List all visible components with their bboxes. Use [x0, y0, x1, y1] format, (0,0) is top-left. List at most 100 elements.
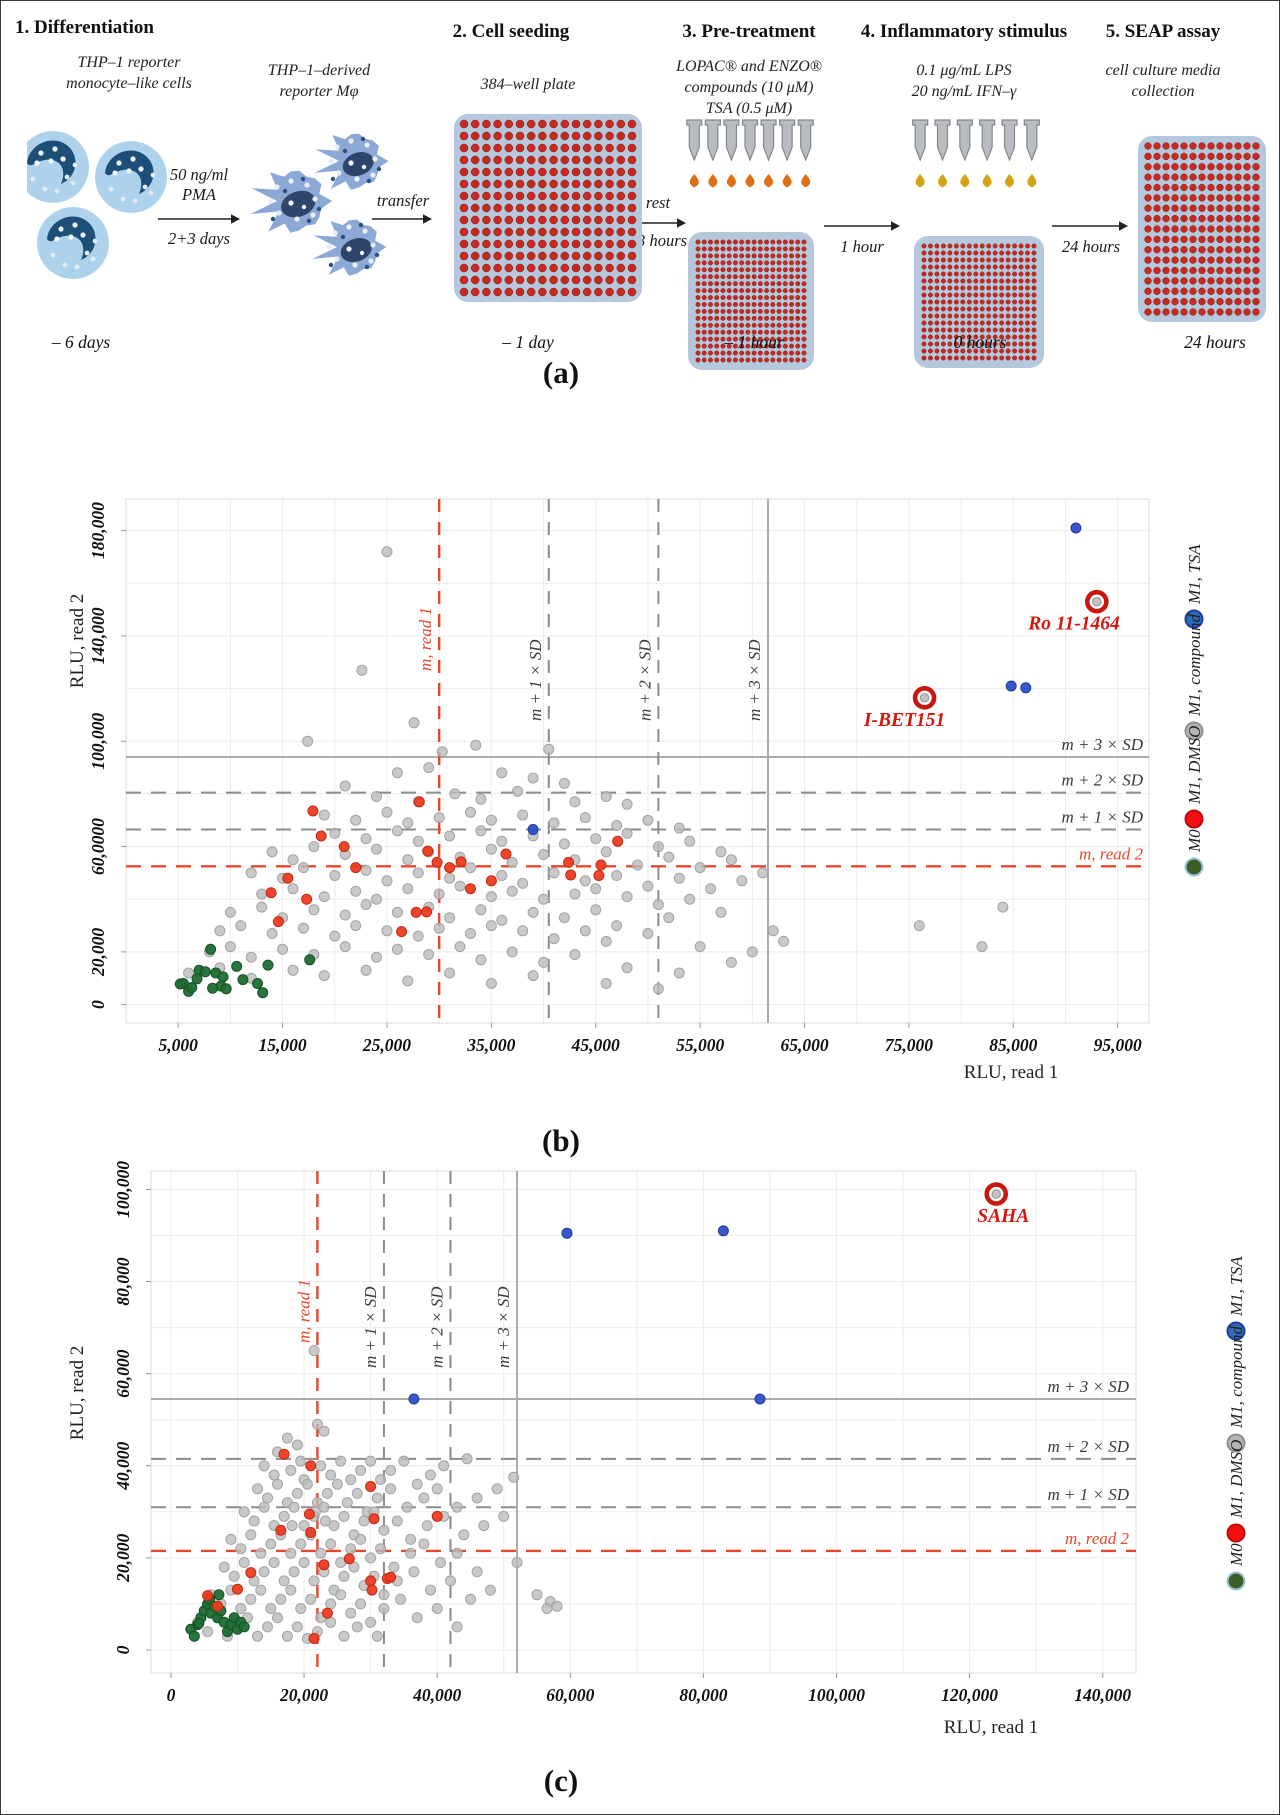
svg-text:85,000: 85,000 — [989, 1035, 1037, 1055]
arrow-2-top-label: transfer — [376, 191, 430, 210]
legend-dot — [1226, 1523, 1246, 1543]
step-5-title: 5. SEAP assay — [1105, 21, 1221, 42]
svg-text:95,000: 95,000 — [1094, 1035, 1142, 1055]
timeline-step-5: 24 hours — [1184, 332, 1246, 352]
points-m1-compound — [192, 1345, 563, 1644]
legend-label: M1, compound — [1185, 614, 1204, 717]
svg-text:5,000: 5,000 — [159, 1035, 199, 1055]
y-axis-label: RLU, read 2 — [67, 1346, 88, 1440]
panel-b-label: (b) — [542, 1123, 580, 1158]
legend: M1, TSA M1, compound M1, DMSO M0 — [1226, 1256, 1246, 1591]
panel-c-label: (c) — [543, 1763, 579, 1798]
well-plate-icon — [688, 232, 814, 370]
arrow-5-bottom-label: 24 hours — [1061, 237, 1121, 256]
highlight-ro-11-1464: Ro 11-1464 — [1027, 589, 1120, 635]
svg-text:55,000: 55,000 — [676, 1035, 724, 1055]
legend-label: M1, compound — [1227, 1326, 1246, 1429]
pipette-tips-orange-icon — [686, 119, 814, 188]
plate-label: 384–well plate — [480, 76, 576, 93]
legend-dot — [1184, 809, 1204, 829]
vline-label: m + 2 × SD — [635, 639, 654, 721]
grid — [125, 498, 1150, 1024]
legend-dot — [1226, 1433, 1246, 1453]
legend-dot — [1226, 1571, 1246, 1591]
hline-label: m + 3 × SD — [1048, 1377, 1130, 1396]
vline-label: m, read 1 — [294, 1279, 313, 1343]
timeline-step-2: – 1 day — [502, 332, 554, 352]
legend-label: M1, TSA — [1227, 1256, 1246, 1317]
points-m1-dmso — [265, 796, 624, 938]
hline-label: m + 2 × SD — [1048, 1437, 1130, 1456]
y-axis-label: RLU, read 2 — [67, 594, 88, 688]
legend-dot — [1226, 1321, 1246, 1341]
well-plate-icon — [1138, 136, 1266, 322]
svg-text:0: 0 — [88, 1000, 108, 1009]
monocyte-cells-icon — [27, 131, 167, 279]
svg-text:100,000: 100,000 — [808, 1685, 865, 1705]
svg-text:140,000: 140,000 — [88, 607, 108, 664]
svg-text:40,000: 40,000 — [412, 1685, 461, 1705]
scatter-plot-c: m, read 2 m + 1 × SD m + 2 × SD m + 3 × SD m… — [67, 1161, 1246, 1738]
vline-label: m + 3 × SD — [494, 1286, 513, 1368]
macrophage-cells-icon — [250, 133, 389, 276]
hline-label: m + 2 × SD — [1062, 771, 1144, 790]
panel-a-label: (a) — [542, 355, 580, 390]
svg-text:15,000: 15,000 — [259, 1035, 307, 1055]
legend-dot — [1184, 609, 1204, 629]
points-m0 — [185, 1589, 250, 1642]
legend-dot — [1184, 857, 1204, 877]
hline-label: m, read 2 — [1079, 844, 1144, 863]
stimulus-note: 0.1 μg/mL LPS 20 ng/mL IFN–γ — [911, 62, 1017, 100]
svg-text:60,000: 60,000 — [546, 1685, 594, 1705]
well-plate-icon — [454, 114, 642, 302]
svg-text:140,000: 140,000 — [1074, 1685, 1131, 1705]
timeline-step-1: – 6 days — [51, 332, 111, 352]
highlight-saha: SAHA — [977, 1182, 1029, 1227]
arrow-1-icon — [158, 214, 240, 224]
hline-label: m, read 2 — [1065, 1529, 1130, 1548]
arrow-1-top-label: 50 ng/ml PMA — [169, 165, 229, 204]
annotation-label: I-BET151 — [863, 710, 945, 731]
pretreatment-note: LOPAC® and ENZO® compounds (10 μM) TSA (… — [676, 58, 822, 117]
svg-text:180,000: 180,000 — [88, 502, 108, 559]
legend-label: M1, TSA — [1185, 544, 1204, 605]
seap-note: cell culture media collection — [1105, 62, 1221, 100]
step-4-title: 4. Inflammatory stimulus — [860, 21, 1068, 42]
scatter-plot-b: m, read 2 m + 1 × SD m + 2 × SD m + 3 × SD m… — [67, 498, 1204, 1083]
timeline-step-4: 0 hours — [953, 332, 1007, 352]
axis-ticks: 5,000 15,000 25,000 35,000 45,000 55,000 65,00… — [88, 502, 1142, 1055]
svg-text:20,000: 20,000 — [113, 1534, 133, 1583]
annotation-label: SAHA — [977, 1206, 1029, 1227]
timeline-step-3: – 1 hour — [724, 332, 784, 352]
vline-label: m + 3 × SD — [745, 639, 764, 721]
svg-text:25,000: 25,000 — [362, 1035, 411, 1055]
svg-text:60,000: 60,000 — [113, 1349, 133, 1397]
legend-label: M1, DMSO — [1227, 1440, 1246, 1519]
svg-text:80,000: 80,000 — [679, 1685, 727, 1705]
points-m1-tsa — [527, 522, 1082, 835]
points-m1-dmso — [202, 1448, 443, 1644]
vline-label: m, read 1 — [416, 607, 435, 671]
monocyte-label: THP–1 reporter monocyte–like cells — [66, 54, 192, 92]
step-1-title: 1. Differentiation — [15, 17, 154, 38]
pipette-tips-yellow-icon — [912, 119, 1040, 188]
svg-text:120,000: 120,000 — [941, 1685, 998, 1705]
svg-text:60,0000: 60,0000 — [88, 818, 108, 875]
step-2-title: 2. Cell seeding — [452, 21, 570, 42]
legend-label: M0 — [1227, 1543, 1246, 1567]
threshold-lines: m, read 2 m + 1 × SD m + 2 × SD m + 3 × SD m… — [126, 499, 1149, 1023]
arrow-2-icon — [372, 214, 432, 224]
svg-text:20,000: 20,000 — [279, 1685, 328, 1705]
svg-text:20,000: 20,000 — [88, 928, 108, 977]
svg-text:35,000: 35,000 — [466, 1035, 515, 1055]
arrow-3-top-label: rest — [645, 193, 671, 212]
legend-label: M0 — [1185, 829, 1204, 853]
vline-label: m + 1 × SD — [361, 1286, 380, 1368]
annotation-label: Ro 11-1464 — [1027, 614, 1120, 635]
arrow-5-icon — [1052, 221, 1128, 231]
macrophage-label: THP–1–derived reporter Mφ — [267, 62, 371, 100]
x-axis-label: RLU, read 1 — [944, 1717, 1038, 1738]
axis-ticks: 0 20,000 40,000 60,000 80,000 100,000 120,000 1… — [113, 1161, 1131, 1705]
svg-text:100,000: 100,000 — [113, 1161, 133, 1218]
